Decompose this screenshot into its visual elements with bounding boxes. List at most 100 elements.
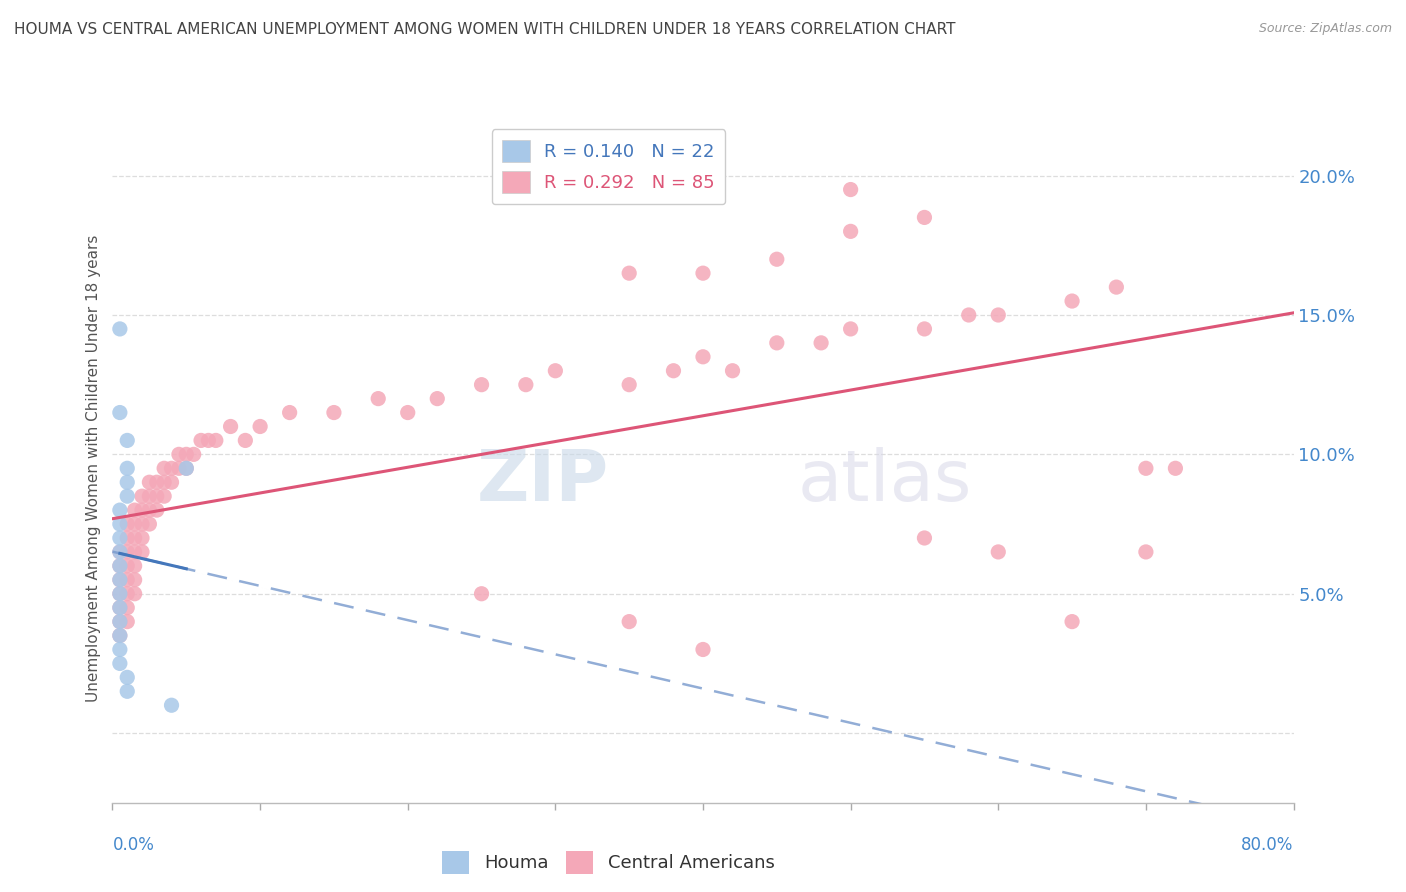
Point: [108, 628, 131, 642]
Point: [1135, 461, 1157, 475]
Point: [117, 434, 138, 448]
Point: [108, 657, 131, 671]
Legend: Houma, Central Americans: Houma, Central Americans: [434, 844, 782, 880]
Point: [124, 503, 146, 517]
Point: [117, 573, 138, 587]
Point: [117, 545, 138, 559]
Point: [174, 461, 197, 475]
Point: [108, 615, 131, 629]
Point: [117, 461, 138, 475]
Point: [108, 545, 131, 559]
Point: [544, 364, 567, 378]
Point: [839, 224, 862, 238]
Point: [839, 322, 862, 336]
Point: [108, 558, 131, 573]
Point: [124, 558, 146, 573]
Point: [117, 684, 138, 698]
Point: [233, 434, 256, 448]
Point: [124, 531, 146, 545]
Point: [131, 545, 153, 559]
Point: [987, 308, 1010, 322]
Point: [174, 461, 197, 475]
Point: [167, 461, 190, 475]
Point: [278, 406, 301, 420]
Point: [249, 419, 271, 434]
Text: atlas: atlas: [797, 447, 972, 516]
Point: [117, 615, 138, 629]
Point: [914, 322, 936, 336]
Point: [117, 489, 138, 503]
Point: [957, 308, 980, 322]
Point: [1062, 615, 1084, 629]
Point: [124, 587, 146, 601]
Point: [197, 434, 219, 448]
Point: [108, 558, 131, 573]
Point: [914, 531, 936, 545]
Point: [914, 211, 936, 225]
Y-axis label: Unemployment Among Women with Children Under 18 years: Unemployment Among Women with Children U…: [86, 235, 101, 702]
Point: [810, 335, 832, 350]
Point: [190, 434, 212, 448]
Point: [160, 475, 183, 490]
Point: [124, 573, 146, 587]
Point: [205, 434, 228, 448]
Point: [470, 377, 494, 392]
Point: [766, 252, 789, 267]
Point: [108, 503, 131, 517]
Point: [124, 545, 146, 559]
Point: [108, 587, 131, 601]
Point: [839, 183, 862, 197]
Point: [138, 517, 160, 532]
Point: [117, 517, 138, 532]
Point: [619, 266, 641, 280]
Point: [108, 615, 131, 629]
Point: [367, 392, 389, 406]
Point: [131, 517, 153, 532]
Point: [131, 503, 153, 517]
Point: [108, 600, 131, 615]
Point: [167, 447, 190, 461]
Point: [117, 531, 138, 545]
Text: 80.0%: 80.0%: [1241, 837, 1294, 855]
Point: [108, 531, 131, 545]
Point: [153, 489, 176, 503]
Point: [219, 419, 242, 434]
Point: [721, 364, 744, 378]
Point: [117, 475, 138, 490]
Point: [396, 406, 419, 420]
Point: [108, 587, 131, 601]
Point: [1164, 461, 1187, 475]
Point: [153, 461, 176, 475]
Point: [692, 350, 714, 364]
Point: [138, 503, 160, 517]
Point: [470, 587, 494, 601]
Text: Source: ZipAtlas.com: Source: ZipAtlas.com: [1258, 22, 1392, 36]
Point: [108, 628, 131, 642]
Point: [153, 475, 176, 490]
Point: [515, 377, 537, 392]
Text: 0.0%: 0.0%: [112, 837, 155, 855]
Point: [108, 517, 131, 532]
Point: [138, 489, 160, 503]
Point: [426, 392, 449, 406]
Point: [146, 489, 169, 503]
Point: [662, 364, 685, 378]
Point: [117, 587, 138, 601]
Point: [138, 475, 160, 490]
Point: [1135, 545, 1157, 559]
Point: [619, 615, 641, 629]
Point: [1062, 294, 1084, 309]
Point: [692, 266, 714, 280]
Point: [108, 545, 131, 559]
Text: HOUMA VS CENTRAL AMERICAN UNEMPLOYMENT AMONG WOMEN WITH CHILDREN UNDER 18 YEARS : HOUMA VS CENTRAL AMERICAN UNEMPLOYMENT A…: [14, 22, 956, 37]
Point: [619, 377, 641, 392]
Point: [183, 447, 205, 461]
Point: [124, 517, 146, 532]
Point: [117, 600, 138, 615]
Point: [174, 447, 197, 461]
Point: [108, 322, 131, 336]
Point: [117, 558, 138, 573]
Point: [146, 503, 169, 517]
Point: [323, 406, 346, 420]
Point: [160, 461, 183, 475]
